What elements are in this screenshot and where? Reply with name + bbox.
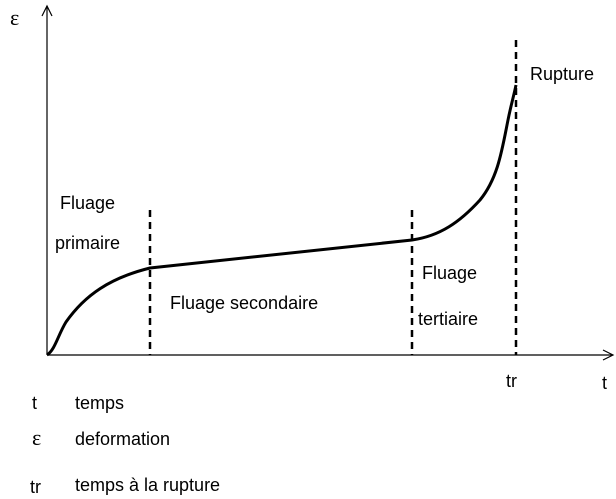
legend-text: temps	[75, 393, 124, 413]
y-arrow	[41, 4, 53, 17]
legend-text: temps à la rupture	[75, 475, 220, 495]
y-label: ε	[10, 5, 19, 30]
region-label: primaire	[55, 233, 120, 253]
region-label: Fluage	[422, 263, 477, 283]
region-label: tertiaire	[418, 309, 478, 329]
legend-symbol: t	[32, 393, 37, 413]
x-arrow	[602, 349, 615, 361]
legend-symbol: tr	[30, 477, 41, 497]
creep-curve	[46, 84, 518, 357]
region-label: Fluage	[60, 193, 115, 213]
x-mark: tr	[506, 371, 517, 391]
annotation: Rupture	[530, 64, 594, 84]
legend-symbol: ε	[32, 425, 41, 450]
x-label: t	[602, 373, 607, 393]
region-label: Fluage secondaire	[170, 293, 318, 313]
legend-text: deformation	[75, 429, 170, 449]
